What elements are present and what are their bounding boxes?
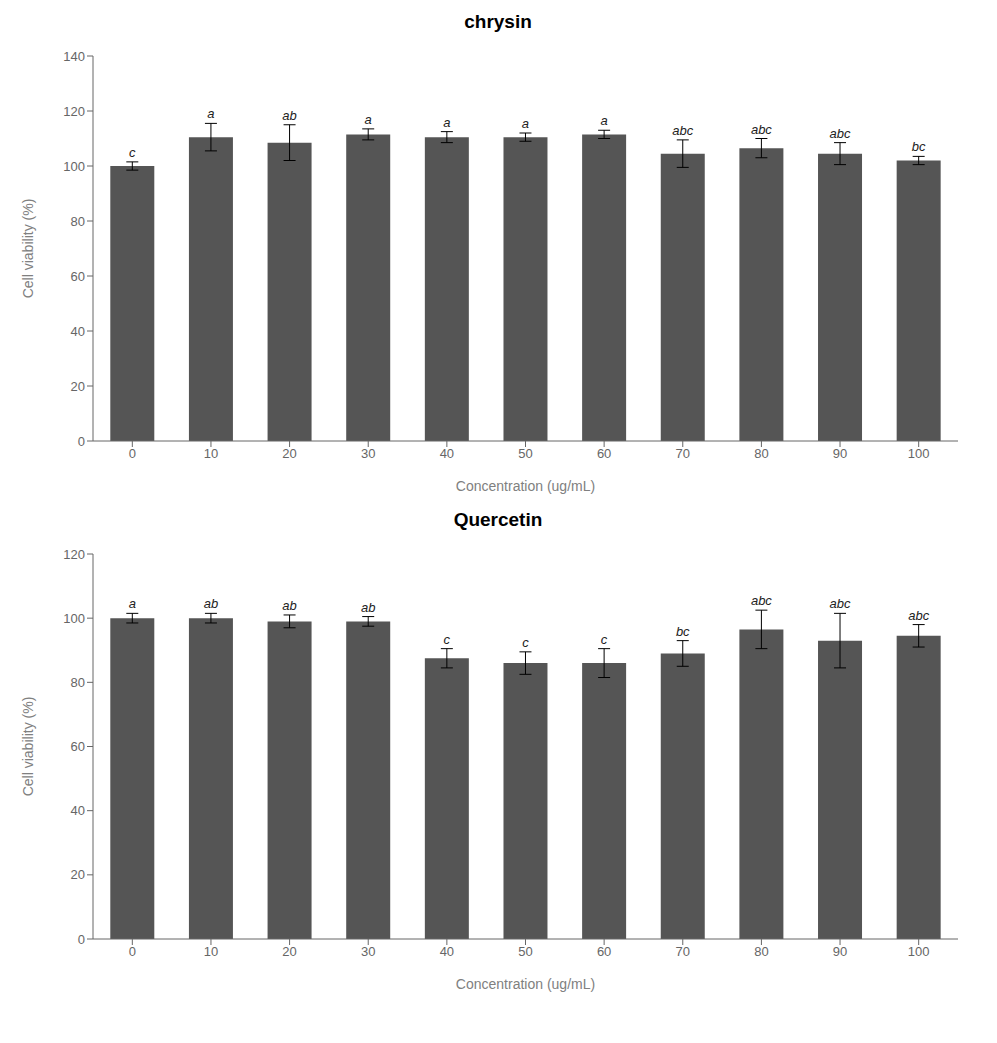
svg-text:0: 0 [129, 944, 136, 959]
svg-text:90: 90 [833, 944, 847, 959]
svg-text:20: 20 [282, 944, 296, 959]
svg-text:ab: ab [282, 598, 296, 613]
svg-text:c: c [522, 635, 529, 650]
svg-text:120: 120 [63, 547, 85, 562]
svg-text:a: a [365, 112, 372, 127]
svg-text:100: 100 [63, 611, 85, 626]
svg-text:abc: abc [830, 126, 851, 141]
svg-text:70: 70 [676, 446, 690, 461]
svg-text:80: 80 [71, 675, 85, 690]
svg-text:Concentration (ug/mL): Concentration (ug/mL) [456, 976, 595, 992]
svg-text:50: 50 [518, 944, 532, 959]
svg-text:a: a [601, 113, 608, 128]
svg-text:abc: abc [908, 608, 929, 623]
svg-text:abc: abc [751, 593, 772, 608]
svg-text:80: 80 [754, 944, 768, 959]
svg-text:60: 60 [597, 446, 611, 461]
svg-text:30: 30 [361, 446, 375, 461]
svg-text:a: a [129, 596, 136, 611]
svg-text:100: 100 [63, 159, 85, 174]
svg-text:ab: ab [361, 600, 375, 615]
svg-text:0: 0 [129, 446, 136, 461]
svg-text:Cell viability (%): Cell viability (%) [20, 199, 36, 299]
svg-text:abc: abc [751, 122, 772, 137]
svg-text:90: 90 [833, 446, 847, 461]
svg-text:120: 120 [63, 104, 85, 119]
svg-text:a: a [207, 106, 214, 121]
svg-text:a: a [443, 115, 450, 130]
svg-text:140: 140 [63, 49, 85, 64]
svg-text:50: 50 [518, 446, 532, 461]
svg-text:20: 20 [71, 379, 85, 394]
svg-text:80: 80 [754, 446, 768, 461]
svg-text:bc: bc [912, 139, 926, 154]
html-text:Quercetin: Quercetin [453, 509, 543, 530]
svg-text:Cell viability (%): Cell viability (%) [20, 697, 36, 797]
svg-text:20: 20 [71, 867, 85, 882]
svg-text:10: 10 [204, 446, 218, 461]
svg-text:80: 80 [71, 214, 85, 229]
svg-text:0: 0 [78, 434, 85, 449]
svg-text:bc: bc [676, 624, 690, 639]
svg-text:c: c [444, 632, 451, 647]
svg-text:a: a [522, 116, 529, 131]
svg-text:ab: ab [282, 108, 296, 123]
svg-text:40: 40 [71, 324, 85, 339]
svg-text:40: 40 [440, 944, 454, 959]
svg-text:70: 70 [676, 944, 690, 959]
html-text:chrysin: chrysin [464, 11, 532, 32]
svg-text:abc: abc [830, 596, 851, 611]
svg-text:abc: abc [672, 123, 693, 138]
svg-text:40: 40 [71, 803, 85, 818]
svg-text:60: 60 [597, 944, 611, 959]
svg-text:60: 60 [71, 739, 85, 754]
svg-text:ab: ab [204, 596, 218, 611]
svg-text:c: c [601, 632, 608, 647]
svg-text:20: 20 [282, 446, 296, 461]
svg-text:c: c [129, 145, 136, 160]
svg-text:30: 30 [361, 944, 375, 959]
svg-text:Concentration (ug/mL): Concentration (ug/mL) [456, 478, 595, 494]
svg-text:100: 100 [908, 446, 930, 461]
svg-text:100: 100 [908, 944, 930, 959]
svg-text:60: 60 [71, 269, 85, 284]
svg-text:40: 40 [440, 446, 454, 461]
svg-text:10: 10 [204, 944, 218, 959]
svg-text:0: 0 [78, 932, 85, 947]
